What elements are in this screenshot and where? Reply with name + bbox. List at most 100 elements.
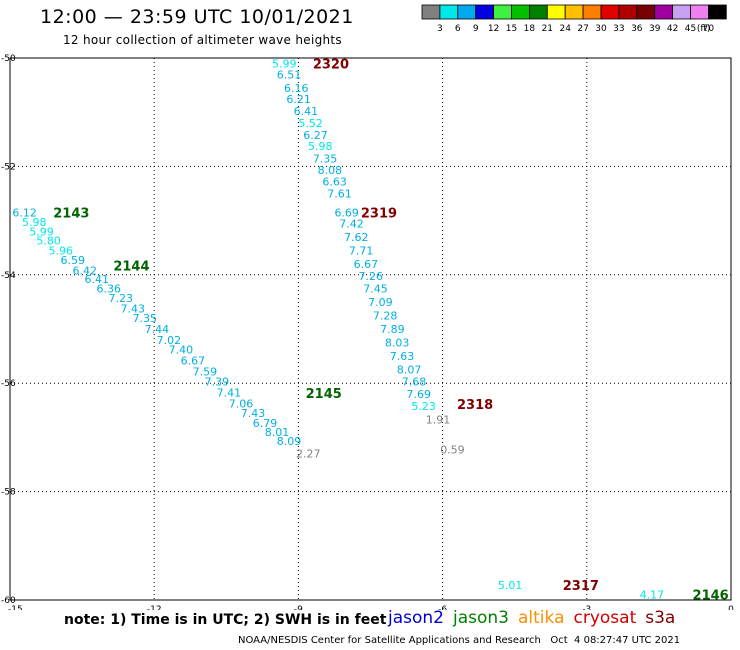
scale-label: 70 bbox=[703, 24, 715, 34]
pass-number-label: 2145 bbox=[306, 387, 342, 402]
axis-tick-labels: -15 -12 -9 -6 -3 0 -50 -52 -54 -56 -58 -60 bbox=[1, 54, 734, 610]
scale-label: 12 bbox=[488, 24, 499, 34]
satellite-jason2: jason2 bbox=[388, 608, 444, 628]
wave-height-reading: 6.41 bbox=[294, 105, 319, 118]
wave-height-reading: 7.09 bbox=[368, 296, 393, 309]
wave-height-reading: 4.17 bbox=[640, 589, 665, 602]
wave-height-reading: 7.71 bbox=[349, 244, 374, 257]
wave-height-reading: 6.67 bbox=[181, 354, 206, 367]
lon-tick-label: -6 bbox=[438, 605, 447, 610]
wave-height-reading: 6.79 bbox=[253, 417, 278, 430]
wave-height-reading: 6.69 bbox=[334, 206, 359, 219]
wave-height-reading: 6.16 bbox=[284, 82, 309, 95]
wave-height-reading: 7.42 bbox=[339, 217, 364, 230]
wave-height-reading: 6.63 bbox=[322, 176, 347, 189]
wave-height-reading: 8.07 bbox=[397, 364, 422, 377]
lon-tick-label: -12 bbox=[147, 605, 162, 610]
wave-height-reading: 7.28 bbox=[373, 309, 398, 322]
wave-height-reading: 5.96 bbox=[48, 244, 73, 257]
scale-label: 33 bbox=[613, 24, 624, 34]
satellite-legend: jason2 jason3 altika cryosat s3a bbox=[388, 608, 684, 628]
wave-height-color-scale: 3 6 9 12 15 18 21 24 27 30 33 36 39 42 45 70(ft) bbox=[421, 4, 727, 34]
wave-height-reading: 0.59 bbox=[440, 443, 465, 456]
wave-height-reading: 7.39 bbox=[205, 376, 230, 389]
wave-height-reading: 8.09 bbox=[277, 435, 302, 448]
lat-tick-label: -60 bbox=[1, 596, 16, 606]
scale-label: 36 bbox=[631, 24, 643, 34]
wave-height-reading: 7.69 bbox=[407, 388, 432, 401]
wave-height-reading: 7.63 bbox=[390, 350, 415, 363]
lat-tick-label: -58 bbox=[1, 488, 16, 498]
wave-height-reading: 7.44 bbox=[145, 323, 170, 336]
scale-label: 18 bbox=[524, 24, 536, 34]
wave-height-reading: 7.35 bbox=[313, 152, 338, 165]
pass-number-label: 2320 bbox=[313, 57, 349, 72]
wave-height-reading: 6.42 bbox=[72, 264, 97, 277]
scale-label: 24 bbox=[559, 24, 571, 34]
scale-label: 39 bbox=[649, 24, 661, 34]
satellite-pass-labels: 2320 2319 2318 2317 2143 2144 2145 2146 bbox=[53, 57, 728, 603]
map-gridlines bbox=[10, 58, 731, 600]
wave-height-reading: 8.01 bbox=[265, 426, 290, 439]
wave-height-reading: 5.98 bbox=[22, 216, 47, 229]
wave-height-reading: 5.98 bbox=[308, 140, 333, 153]
lat-tick-label: -56 bbox=[1, 379, 16, 389]
wave-height-reading: 6.51 bbox=[277, 68, 302, 81]
satellite-jason3: jason3 bbox=[453, 608, 509, 628]
wave-height-reading: 7.43 bbox=[121, 302, 146, 315]
pass-number-label: 2143 bbox=[53, 206, 89, 221]
wave-height-reading: 8.03 bbox=[385, 337, 410, 350]
wave-height-reading: 5.01 bbox=[498, 579, 523, 592]
wave-height-reading: 2.27 bbox=[296, 448, 321, 461]
scale-unit: (ft) bbox=[697, 24, 711, 34]
wave-height-reading: 6.12 bbox=[12, 206, 37, 219]
scale-label: 21 bbox=[542, 24, 553, 34]
map-subtitle: 12 hour collection of altimeter wave hei… bbox=[63, 33, 342, 47]
wave-height-reading: 1.91 bbox=[426, 414, 451, 427]
lat-tick-label: -52 bbox=[1, 162, 16, 172]
wave-height-reading: 5.23 bbox=[411, 400, 436, 413]
wave-height-reading: 7.40 bbox=[169, 344, 194, 357]
lon-tick-label: -15 bbox=[8, 605, 23, 610]
satellite-altika: altika bbox=[518, 608, 565, 628]
wave-height-map: -15 -12 -9 -6 -3 0-50-52-54-56-58-60 5.996.51… bbox=[1, 54, 734, 610]
scale-swatch bbox=[708, 4, 727, 20]
wave-height-reading: 5.52 bbox=[298, 117, 323, 130]
wave-height-readings: 5.996.516.166.216.415.526.275.987.358.08… bbox=[12, 57, 664, 601]
wave-height-reading: 7.68 bbox=[402, 376, 427, 389]
pass-number-label: 2144 bbox=[113, 260, 149, 275]
pass-number-label: 2319 bbox=[361, 206, 397, 221]
wave-height-reading: 7.62 bbox=[344, 231, 369, 244]
wave-height-reading: 5.99 bbox=[29, 225, 54, 238]
scale-label: 27 bbox=[577, 24, 588, 34]
scale-label: 45 bbox=[685, 24, 696, 34]
wave-height-reading: 7.06 bbox=[229, 397, 254, 410]
wave-height-reading: 6.36 bbox=[97, 282, 122, 295]
lat-tick-label: -54 bbox=[1, 271, 16, 281]
scale-label: 30 bbox=[595, 24, 607, 34]
wave-height-reading: 7.61 bbox=[327, 188, 352, 201]
scale-label: 3 bbox=[437, 24, 443, 34]
footer-note: note: 1) Time is in UTC; 2) SWH is in fe… bbox=[64, 612, 387, 628]
map-frame bbox=[9, 57, 732, 601]
credit-line: NOAA/NESDIS Center for Satellite Applica… bbox=[238, 635, 681, 646]
pass-number-label: 2317 bbox=[563, 579, 599, 594]
wave-height-reading: 5.99 bbox=[272, 57, 297, 70]
scale-label: 15 bbox=[506, 24, 517, 34]
lat-tick-label: -50 bbox=[1, 54, 16, 64]
pass-number-label: 2146 bbox=[693, 589, 729, 604]
scale-label: 6 bbox=[455, 24, 461, 34]
wave-height-reading: 6.21 bbox=[286, 93, 311, 106]
lon-tick-label: -9 bbox=[294, 605, 303, 610]
wave-height-reading: 7.89 bbox=[380, 323, 405, 336]
wave-height-reading: 7.59 bbox=[193, 365, 218, 378]
map-title: 12:00 — 23:59 UTC 10/01/2021 bbox=[40, 6, 354, 28]
wave-height-reading: 6.27 bbox=[303, 129, 328, 142]
lon-tick-label: -3 bbox=[582, 605, 591, 610]
wave-height-reading: 7.43 bbox=[241, 407, 266, 420]
wave-height-reading: 6.59 bbox=[60, 254, 85, 267]
wave-height-reading: 7.41 bbox=[217, 386, 242, 399]
wave-height-reading: 7.45 bbox=[363, 282, 388, 295]
wave-height-reading: 6.67 bbox=[354, 258, 379, 271]
